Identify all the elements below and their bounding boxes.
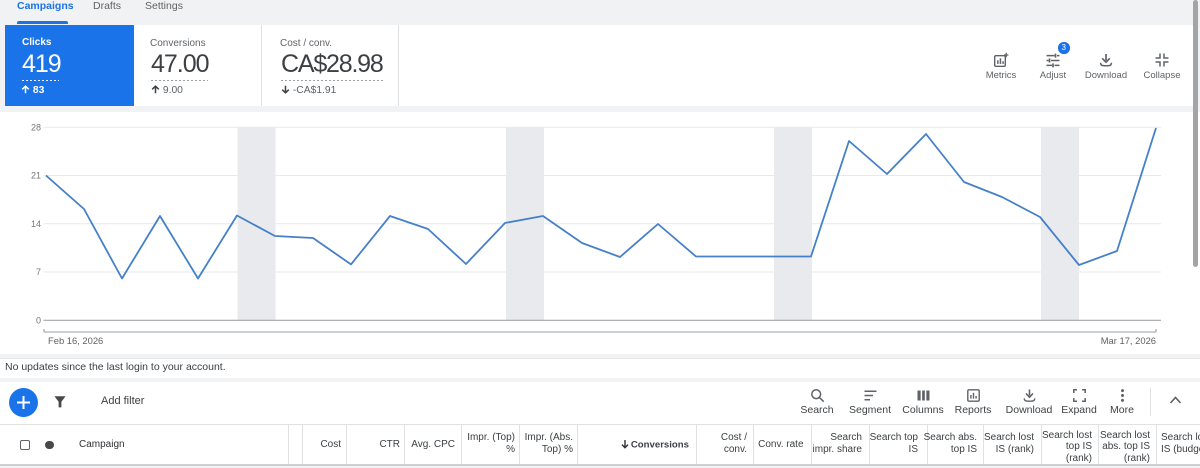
svg-text:7: 7 [36, 267, 41, 277]
svg-text:28: 28 [31, 122, 41, 132]
svg-text:14: 14 [31, 219, 41, 229]
svg-text:21: 21 [31, 171, 41, 181]
svg-text:0: 0 [36, 315, 41, 325]
